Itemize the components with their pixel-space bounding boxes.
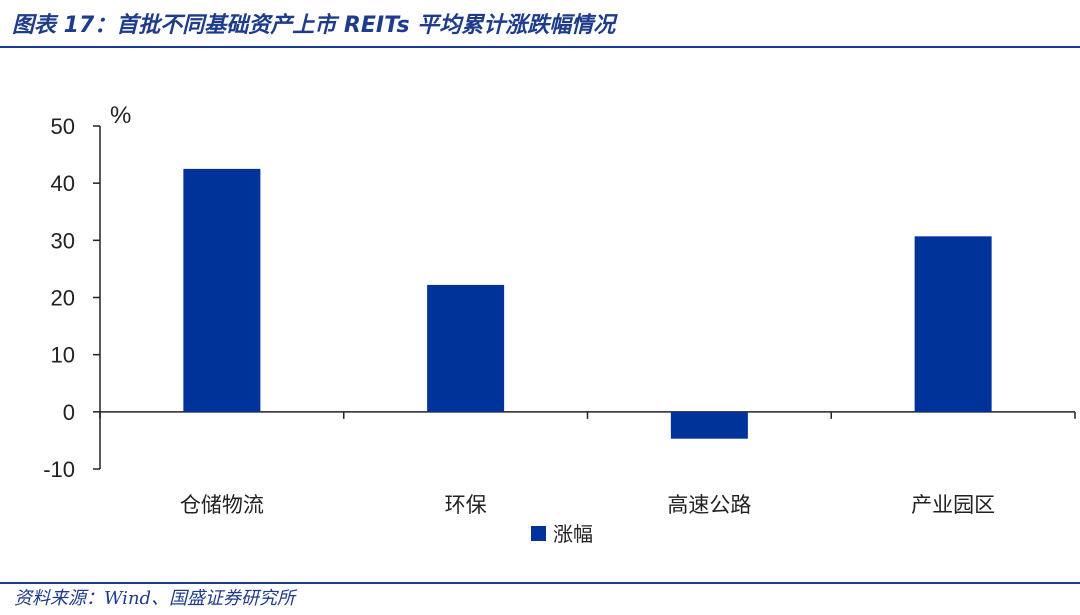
y-tick-label: -10: [43, 457, 75, 482]
category-labels: 仓储物流 环保 高速公路 产业园区: [180, 493, 995, 517]
bar-4: [914, 236, 992, 412]
y-tick-label: 40: [51, 171, 75, 196]
y-tick-label: 20: [51, 286, 75, 311]
y-tick-label: 10: [51, 343, 75, 368]
y-tick-label: 50: [51, 114, 75, 139]
x-axis: [99, 411, 1076, 419]
source-note: 资料来源：Wind、国盛证券研究所: [14, 588, 296, 609]
title-divider: [0, 46, 1080, 48]
bar-3: [670, 411, 748, 439]
bar-2: [427, 284, 505, 412]
legend-label: 涨幅: [553, 522, 593, 546]
chart-title: 图表 17：首批不同基础资产上市 REITs 平均累计涨跌幅情况: [12, 13, 616, 38]
bars: [183, 168, 992, 439]
bar-chart: 50 40 30 20 10 0 -10 仓储物流 环保 高速公路 产业园区 % 涨幅: [43, 102, 1076, 546]
category-label: 环保: [445, 493, 487, 517]
legend: 涨幅: [531, 522, 593, 546]
footer-divider: [0, 582, 1080, 584]
y-tick-label: 0: [63, 400, 75, 425]
legend-swatch: [531, 526, 546, 541]
y-axis: 50 40 30 20 10 0 -10: [43, 114, 101, 482]
y-tick-label: 30: [51, 228, 75, 253]
bar-1: [183, 168, 261, 412]
category-label: 仓储物流: [180, 493, 264, 517]
category-label: 高速公路: [667, 493, 751, 517]
category-label: 产业园区: [911, 493, 995, 517]
y-unit-label: %: [110, 102, 131, 129]
